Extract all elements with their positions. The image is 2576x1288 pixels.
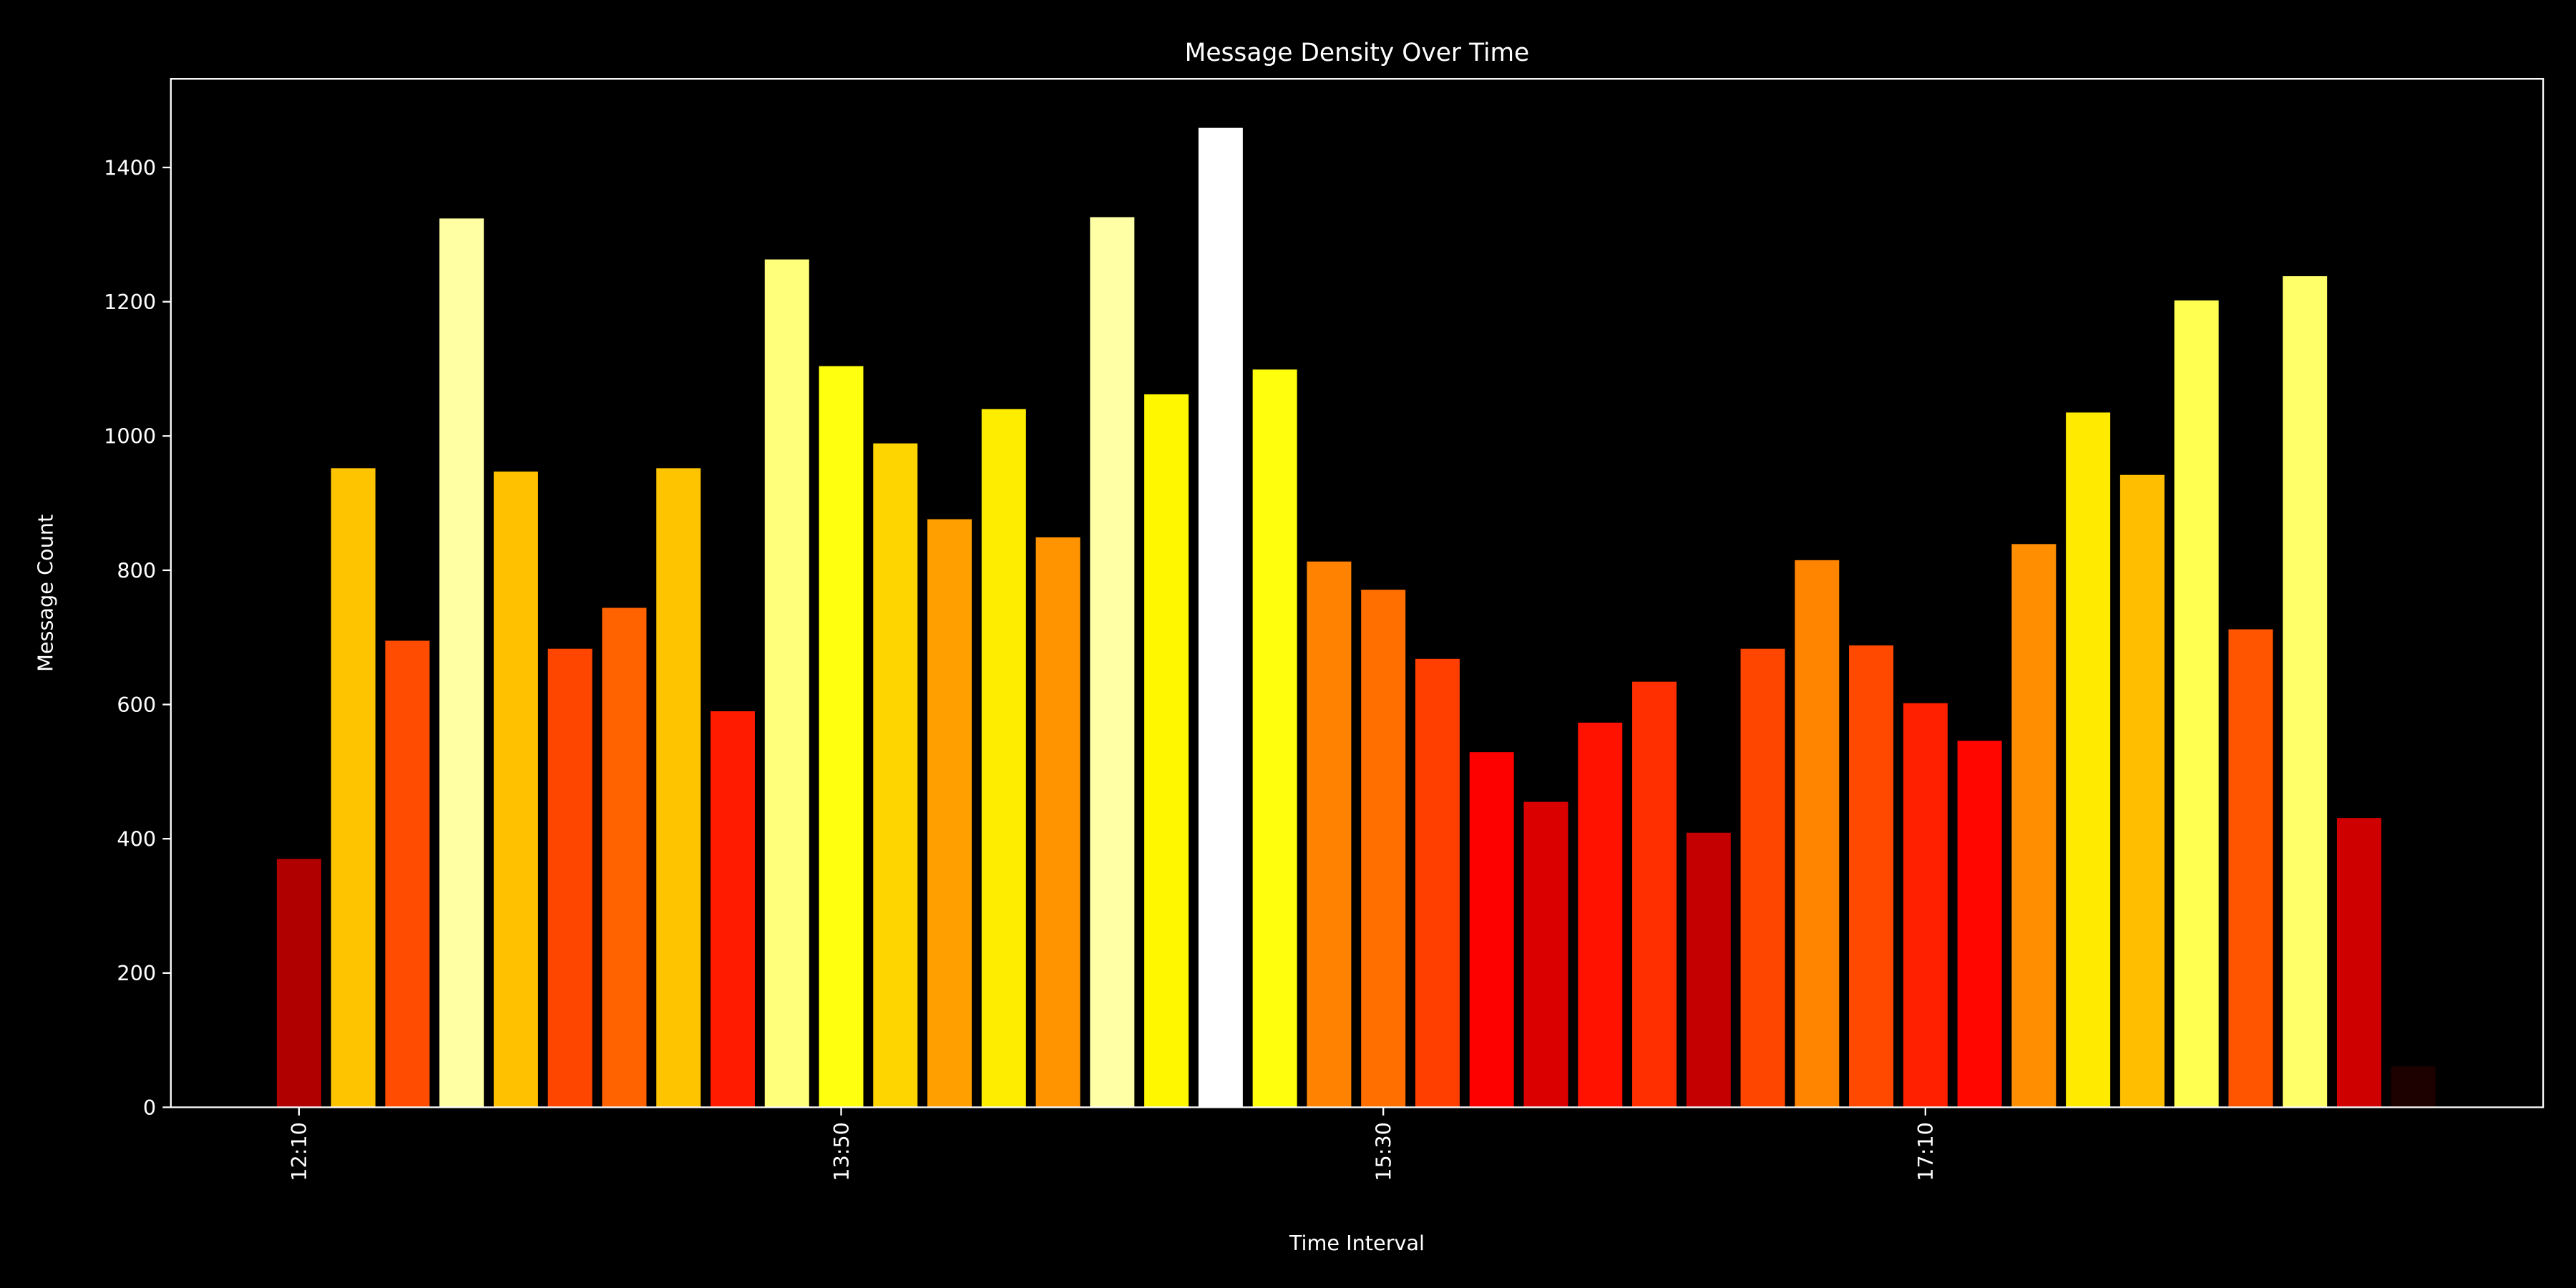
bar: [493, 472, 538, 1108]
bar: [385, 640, 430, 1108]
bar: [656, 468, 701, 1108]
bar: [331, 468, 376, 1108]
bar: [1090, 217, 1135, 1108]
y-tick-label: 1400: [104, 155, 156, 180]
y-axis-label: Message Count: [33, 514, 57, 672]
bar: [1903, 703, 1948, 1108]
bar: [1361, 590, 1406, 1108]
bar: [1578, 722, 1623, 1108]
bar: [1144, 394, 1189, 1108]
bar: [710, 711, 755, 1108]
bar: [602, 608, 647, 1108]
bar: [927, 519, 972, 1108]
bar: [547, 648, 592, 1108]
bar: [2011, 544, 2057, 1108]
bar: [2119, 474, 2165, 1108]
bar: [1740, 648, 1785, 1108]
bar: [981, 409, 1026, 1108]
bar: [1198, 127, 1243, 1108]
bar: [873, 443, 918, 1108]
y-tick-label: 800: [117, 558, 156, 582]
bar: [1523, 801, 1568, 1108]
y-tick-label: 1200: [104, 290, 156, 314]
bar: [2228, 629, 2273, 1108]
chart-title: Message Density Over Time: [1185, 39, 1530, 67]
bar: [2283, 276, 2328, 1108]
bar: [1469, 752, 1514, 1108]
bar: [764, 259, 809, 1108]
x-tick-label: 15:30: [1371, 1122, 1395, 1181]
bar: [1849, 645, 1894, 1108]
x-tick-label: 13:50: [829, 1122, 854, 1181]
y-tick-label: 1000: [104, 424, 156, 449]
y-tick-label: 0: [143, 1096, 156, 1120]
bar: [2174, 300, 2219, 1108]
y-tick-label: 200: [117, 961, 156, 985]
y-tick-label: 400: [117, 827, 156, 852]
bar: [1631, 681, 1677, 1108]
x-tick-label: 17:10: [1913, 1122, 1938, 1181]
plot-frame: [170, 78, 2545, 1108]
bar: [1035, 537, 1080, 1108]
bar: [2336, 818, 2381, 1108]
bar: [2391, 1066, 2436, 1108]
bar: [1795, 560, 1840, 1108]
bar: [1415, 658, 1460, 1108]
bar: [819, 366, 864, 1108]
bar: [276, 859, 321, 1108]
bar: [439, 218, 484, 1108]
bar: [1686, 832, 1731, 1108]
bar: [1957, 741, 2002, 1108]
bar: [1252, 369, 1297, 1108]
bar: [1307, 561, 1352, 1108]
bar: [2066, 412, 2111, 1108]
x-axis-label: Time Interval: [1289, 1231, 1425, 1255]
x-tick-label: 12:10: [287, 1122, 311, 1181]
y-tick-label: 600: [117, 693, 156, 717]
